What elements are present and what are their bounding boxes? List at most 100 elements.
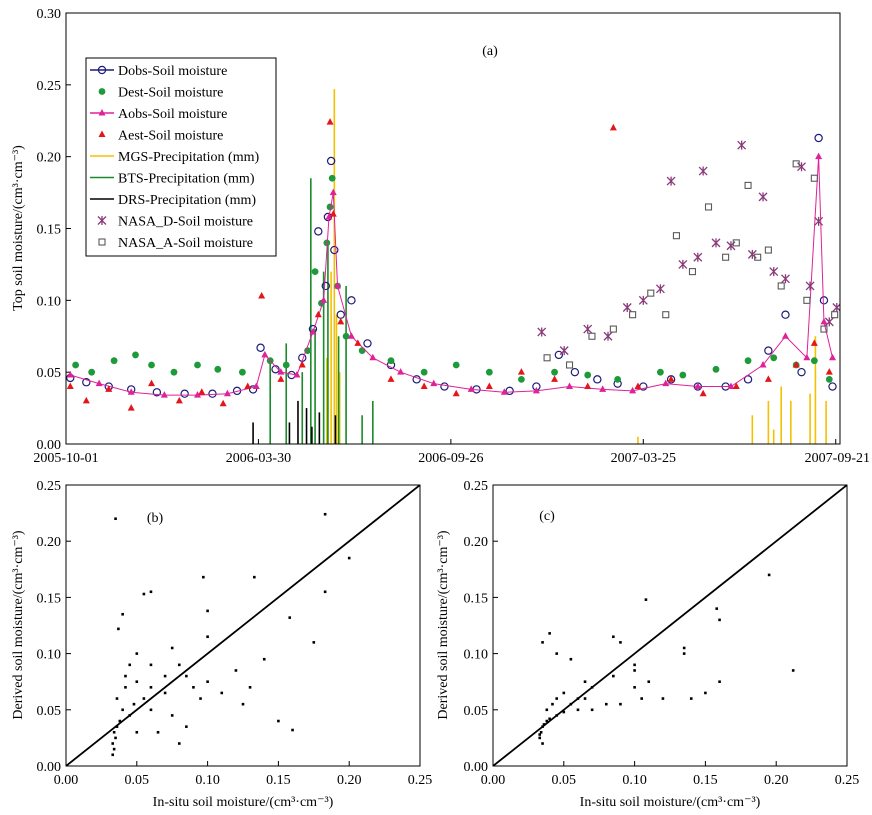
data-point	[111, 742, 115, 745]
data-point	[124, 686, 127, 689]
data-point	[185, 674, 188, 678]
data-point	[238, 368, 246, 376]
data-point	[810, 357, 818, 365]
data-point	[810, 174, 818, 182]
data-point	[262, 657, 266, 661]
data-point	[593, 375, 602, 384]
data-point	[803, 296, 811, 304]
data-point	[832, 303, 840, 313]
data-point	[177, 742, 181, 745]
data-point	[369, 353, 377, 361]
data-point	[223, 389, 231, 397]
x-tick-label: 0.25	[835, 773, 860, 788]
data-point	[202, 575, 205, 579]
data-point	[584, 371, 592, 379]
data-point	[170, 646, 174, 650]
data-point	[112, 730, 116, 734]
data-point	[309, 327, 317, 335]
data-point	[156, 730, 160, 734]
x-tick-label: 0.15	[693, 773, 718, 788]
series-7	[537, 140, 840, 356]
data-point	[555, 714, 559, 717]
y-tick-label: 0.10	[37, 294, 62, 309]
data-point	[320, 296, 328, 303]
data-point	[206, 609, 209, 613]
data-point	[609, 123, 617, 131]
data-point	[682, 646, 686, 650]
data-point	[569, 657, 573, 661]
data-point	[114, 517, 117, 521]
data-point	[311, 268, 319, 275]
data-point	[66, 382, 74, 390]
data-point	[88, 368, 96, 376]
data-point	[149, 590, 153, 594]
legend-label: NASA_A-Soil moisture	[118, 236, 253, 251]
data-point	[261, 350, 269, 358]
data-point	[347, 332, 355, 339]
series-6	[252, 400, 337, 444]
legend-label: Dobs-Soil moisture	[118, 64, 227, 79]
data-point	[282, 361, 290, 369]
data-point	[672, 232, 680, 240]
x-tick-label: 2007-09-21	[805, 451, 870, 466]
data-point	[214, 365, 222, 373]
data-point	[551, 368, 558, 376]
y-tick-label: 0.10	[464, 648, 489, 663]
panel-c-plot	[493, 485, 847, 766]
data-point	[328, 174, 336, 182]
x-tick-label: 0.10	[195, 773, 220, 788]
legend-item: NASA_A-Soil moisture	[98, 236, 253, 251]
data-point	[545, 708, 549, 712]
data-point	[321, 281, 330, 291]
data-point	[718, 680, 721, 683]
data-point	[121, 708, 124, 712]
data-point	[128, 714, 132, 717]
legend-label: Aest-Soil moisture	[118, 129, 223, 144]
data-point	[115, 725, 119, 728]
data-point	[132, 351, 139, 359]
data-point	[758, 192, 768, 202]
y-tick-label: 0.15	[37, 223, 62, 238]
series-5	[269, 178, 374, 444]
data-point	[347, 556, 351, 560]
data-point	[288, 616, 292, 619]
data-point	[619, 641, 622, 644]
data-point	[199, 697, 202, 700]
data-point	[334, 281, 342, 289]
panel-a: (a) Top soil moisture/(cm³·cm⁻³) 0.000.0…	[11, 7, 870, 466]
data-point	[711, 238, 721, 248]
data-point	[163, 691, 167, 695]
data-point	[825, 375, 833, 383]
x-tick-label: 2006-03-30	[226, 451, 291, 466]
x-tick-label: 0.05	[125, 773, 150, 788]
data-point	[583, 697, 587, 700]
data-point	[304, 347, 312, 355]
legend-label: NASA_D-Soil moisture	[118, 215, 253, 230]
x-tick-label: 0.20	[764, 773, 789, 788]
data-point	[256, 343, 265, 352]
panel-c-xlabel: In-situ soil moisture/(cm³·cm⁻³)	[580, 795, 761, 810]
data-point	[111, 753, 115, 757]
data-point	[829, 353, 837, 361]
panel-a-legend: Dobs-Soil moisture Dest-Soil moisture Aobs…	[85, 57, 277, 257]
data-point	[326, 203, 334, 211]
data-point	[485, 382, 493, 390]
data-point	[518, 375, 525, 383]
data-point	[820, 325, 828, 333]
legend-marker	[97, 65, 107, 75]
y-tick-label: 0.30	[37, 7, 62, 22]
data-point	[715, 607, 719, 610]
data-point	[234, 669, 238, 672]
one-to-one-line	[66, 485, 420, 766]
x-tick-label: 0.00	[54, 773, 79, 788]
data-point	[241, 702, 245, 706]
data-point	[689, 697, 693, 700]
data-point	[759, 360, 767, 368]
data-point	[538, 736, 542, 740]
data-point	[112, 747, 116, 751]
data-point	[185, 725, 188, 728]
data-point	[452, 389, 460, 397]
data-point	[177, 663, 181, 667]
data-point	[825, 368, 833, 375]
